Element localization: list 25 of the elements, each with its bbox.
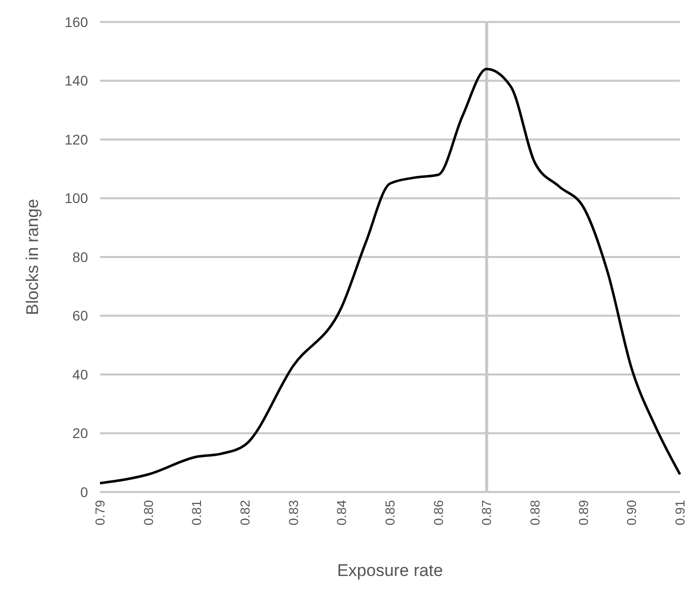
y-tick-label: 140: [64, 72, 88, 89]
x-tick-label: 0.88: [528, 500, 543, 526]
x-axis-title: Exposure rate: [337, 561, 443, 580]
x-tick-label: 0.85: [382, 500, 398, 526]
x-tick-label: 0.91: [672, 500, 688, 526]
y-tick-label: 40: [72, 366, 88, 382]
x-tick-label: 0.82: [238, 500, 253, 526]
y-tick-label: 100: [64, 190, 88, 206]
x-tick-label: 0.87: [479, 500, 494, 526]
x-tick-label: 0.86: [430, 500, 446, 526]
x-tick-label: 0.89: [576, 500, 591, 526]
x-tick-label: 0.80: [140, 500, 156, 526]
y-axis-title: Blocks in range: [23, 198, 42, 316]
x-tick-label: 0.79: [92, 500, 108, 526]
y-tick-label: 160: [64, 14, 88, 30]
x-tick-label: 0.81: [189, 500, 204, 526]
y-tick-label: 60: [72, 308, 88, 324]
line-series: [98, 68, 682, 484]
y-tick-label: 0: [80, 484, 88, 500]
x-tick-label: 0.84: [334, 500, 350, 526]
y-tick-label: 120: [64, 131, 88, 148]
y-tick-label: 20: [72, 425, 88, 442]
x-tick-label: 0.90: [624, 500, 640, 526]
x-tick-label: 0.83: [286, 500, 301, 526]
y-tick-label: 80: [72, 248, 88, 265]
